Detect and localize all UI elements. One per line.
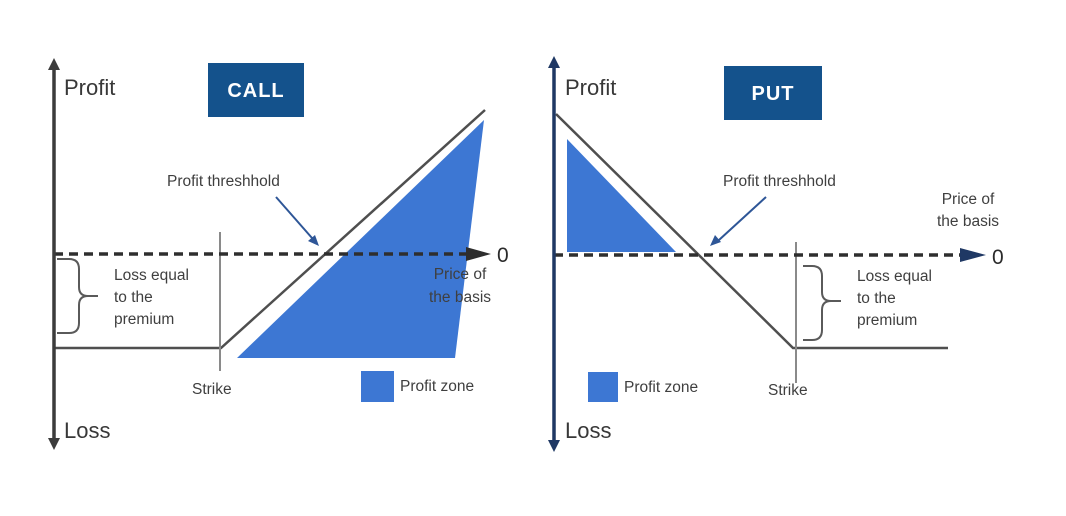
panel-call: Profit Loss CALL Profit threshhold 0 Pri…	[48, 58, 509, 450]
put-loss-label: Loss	[565, 418, 611, 443]
call-threshold-arrow-icon	[308, 235, 319, 246]
call-legend-label: Profit zone	[400, 378, 474, 395]
call-legend-swatch	[361, 371, 394, 402]
put-price-label-line2: the basis	[937, 213, 999, 230]
put-premium-label-line3: premium	[857, 312, 917, 329]
call-premium-label-line3: premium	[114, 311, 174, 328]
put-price-label-line1: Price of	[942, 191, 995, 208]
call-badge	[208, 63, 304, 117]
put-badge	[724, 66, 822, 120]
call-premium-brace	[57, 258, 98, 334]
put-premium-label-line2: to the	[857, 290, 896, 307]
put-profit-zone-shape	[567, 139, 676, 252]
call-badge-label: CALL	[227, 80, 284, 102]
put-legend-swatch	[588, 372, 618, 402]
call-premium-label-line1: Loss equal	[114, 267, 189, 284]
call-price-label-line1: Price of	[434, 266, 487, 283]
put-premium-label-line1: Loss equal	[857, 268, 932, 285]
put-payoff-line	[555, 113, 948, 350]
put-y-axis-up-arrow-icon	[548, 56, 560, 68]
call-price-label-line2: the basis	[429, 289, 491, 306]
put-x-axis-arrow-icon	[960, 248, 986, 262]
put-legend-label: Profit zone	[624, 379, 698, 396]
call-premium-label-line2: to the	[114, 289, 153, 306]
call-profit-zone-shape	[237, 120, 484, 358]
put-threshold-arrow-line	[718, 196, 767, 241]
call-zero-label: 0	[497, 244, 509, 267]
put-badge-label: PUT	[752, 83, 795, 105]
put-profit-label: Profit	[565, 75, 616, 100]
call-x-axis-arrow-icon	[466, 247, 491, 261]
put-strike-label: Strike	[768, 382, 808, 399]
call-threshold-label: Profit threshhold	[167, 173, 280, 190]
put-threshold-arrow-icon	[710, 235, 721, 246]
put-y-axis-down-arrow-icon	[548, 440, 560, 452]
call-threshold-arrow-line	[275, 196, 313, 239]
put-threshold-label: Profit threshhold	[723, 173, 836, 190]
panel-put: Profit Loss PUT Profit threshhold Price …	[548, 56, 1004, 452]
call-y-axis-down-arrow-icon	[48, 438, 60, 450]
call-profit-label: Profit	[64, 75, 115, 100]
call-loss-label: Loss	[64, 418, 110, 443]
put-zero-label: 0	[992, 246, 1004, 269]
call-y-axis-up-arrow-icon	[48, 58, 60, 70]
call-strike-label: Strike	[192, 381, 232, 398]
put-premium-brace	[803, 265, 841, 341]
